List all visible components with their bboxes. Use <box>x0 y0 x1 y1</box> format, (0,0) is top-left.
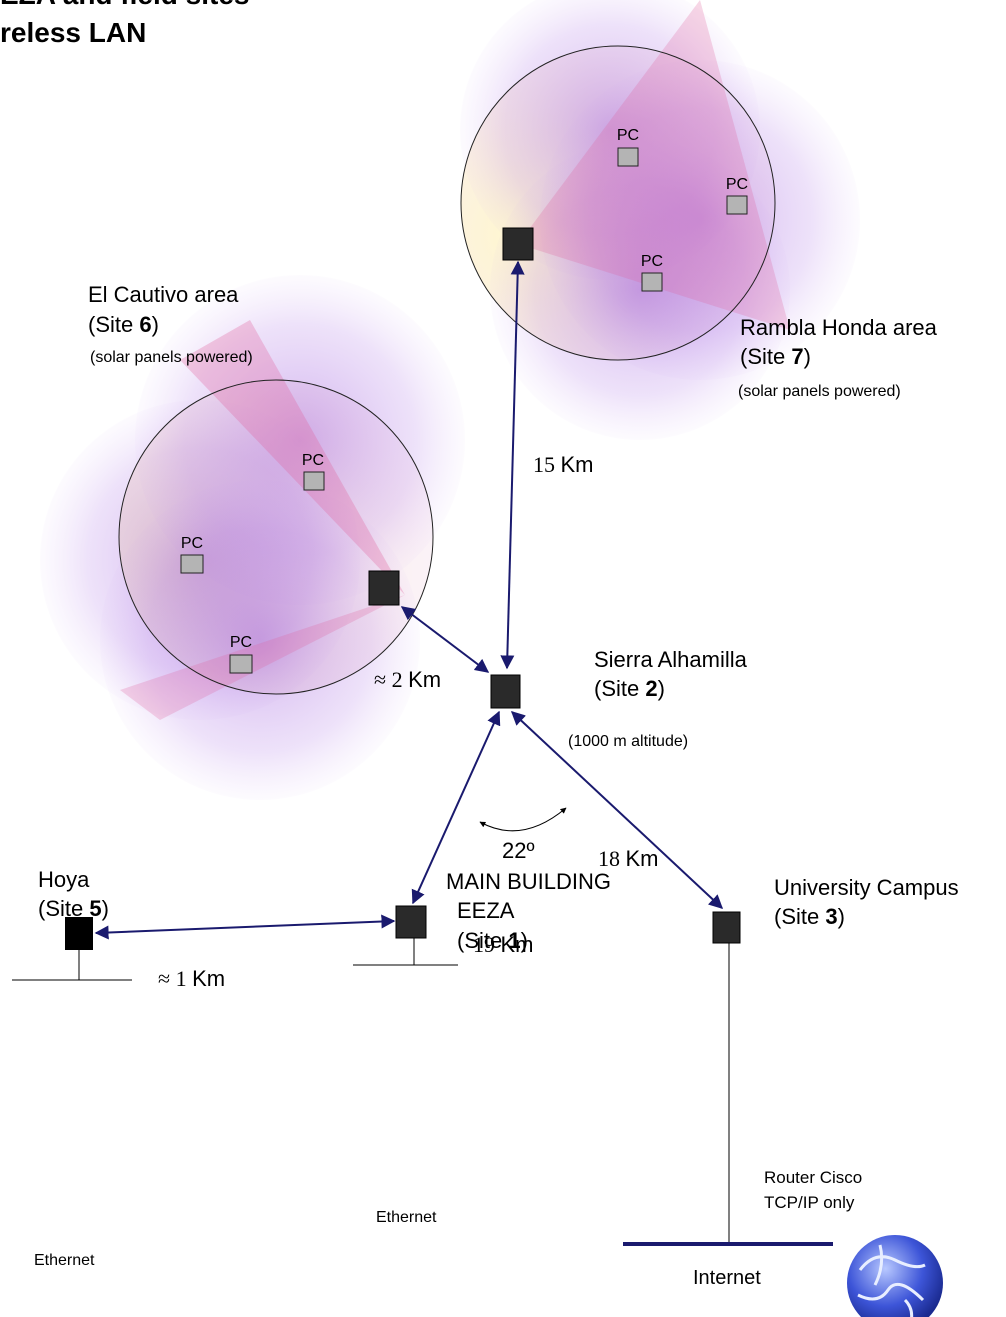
pc-label: PC <box>302 452 324 469</box>
network-label: Ethernet <box>376 1209 437 1226</box>
site-name: Hoya <box>38 867 90 892</box>
pc <box>617 147 639 167</box>
network-label: Ethernet <box>34 1252 95 1269</box>
site-number: 5 <box>89 896 101 921</box>
distance-value: 15 <box>533 452 561 477</box>
coverage-7 <box>460 0 860 440</box>
site-id-part: ) <box>521 928 528 953</box>
pc-label: PC <box>230 634 252 651</box>
site-id-part: ) <box>804 344 811 369</box>
site-name: El Cautivo area <box>88 282 239 307</box>
pc-label: PC <box>181 535 203 552</box>
link <box>510 711 724 909</box>
site-note: (solar panels powered) <box>738 383 901 400</box>
distance: ≈ 2 Km <box>374 667 441 692</box>
site-id-part: (Site <box>457 928 508 953</box>
distance-unit: Km <box>501 932 534 957</box>
site-id-part: (Site <box>774 904 825 929</box>
distance-value: 18 <box>598 846 626 871</box>
site-id: (Site 5) <box>38 896 109 921</box>
site-id-part: (Site <box>594 676 645 701</box>
link <box>411 710 501 905</box>
site-id-part: ) <box>838 904 845 929</box>
globe <box>847 1235 943 1317</box>
pc <box>726 195 748 215</box>
node <box>65 917 93 950</box>
site-id-part: ) <box>102 896 109 921</box>
distance-unit: Km <box>408 667 441 692</box>
node <box>502 227 534 261</box>
node <box>368 570 400 606</box>
pc <box>641 272 663 292</box>
site-number: 1 <box>508 928 520 953</box>
site-name: EEZA <box>457 898 515 923</box>
pc-label: PC <box>641 253 663 270</box>
node <box>490 674 521 709</box>
site-name: MAIN BUILDING <box>446 869 611 894</box>
node <box>712 911 741 944</box>
site-name: University Campus <box>774 875 959 900</box>
site-number: 6 <box>139 312 151 337</box>
distance-value: 19 <box>473 932 501 957</box>
site-id: (Site 3) <box>774 904 845 929</box>
distance-unit: Km <box>561 452 594 477</box>
site-number: 7 <box>791 344 803 369</box>
site-id-part: (Site <box>88 312 139 337</box>
pc-label: PC <box>726 176 748 193</box>
site-note: (1000 m altitude) <box>568 733 688 750</box>
pc <box>303 471 325 491</box>
network-label: Internet <box>693 1267 761 1289</box>
title-line: EZA and field sites <box>0 0 249 10</box>
node <box>395 905 427 939</box>
angle-arc <box>479 807 567 832</box>
distance-value: ≈ 2 <box>374 667 408 692</box>
site-id: (Site 2) <box>594 676 665 701</box>
pc <box>180 554 204 574</box>
router-label: Router Cisco <box>764 1168 862 1187</box>
distance-value: ≈ 1 <box>158 966 192 991</box>
distance-unit: Km <box>192 966 225 991</box>
site-id-part: (Site <box>740 344 791 369</box>
link <box>400 606 490 673</box>
title-line: reless LAN <box>0 17 146 48</box>
site-name: Rambla Honda area <box>740 315 938 340</box>
site-name: Sierra Alhamilla <box>594 647 748 672</box>
site-id: (Site 6) <box>88 312 159 337</box>
site-id-part: (Site <box>38 896 89 921</box>
distance-unit: Km <box>626 846 659 871</box>
distance: 18 Km <box>598 846 659 871</box>
site-id: (Site 7) <box>740 344 811 369</box>
pc <box>229 654 253 674</box>
pc-label: PC <box>617 127 639 144</box>
network-lines <box>12 938 833 1246</box>
site-number: 2 <box>645 676 657 701</box>
distance: ≈ 1 Km <box>158 966 225 991</box>
site-id-part: ) <box>658 676 665 701</box>
link <box>94 914 396 940</box>
distance: 19 Km <box>473 932 534 957</box>
site-note: (solar panels powered) <box>90 349 253 366</box>
link <box>500 260 525 670</box>
site-number: 3 <box>825 904 837 929</box>
site-id: (Site 1) <box>457 928 528 953</box>
angle-label: 22º <box>502 838 535 863</box>
router-label: TCP/IP only <box>764 1193 855 1212</box>
distance: 15 Km <box>533 452 594 477</box>
site-id-part: ) <box>152 312 159 337</box>
